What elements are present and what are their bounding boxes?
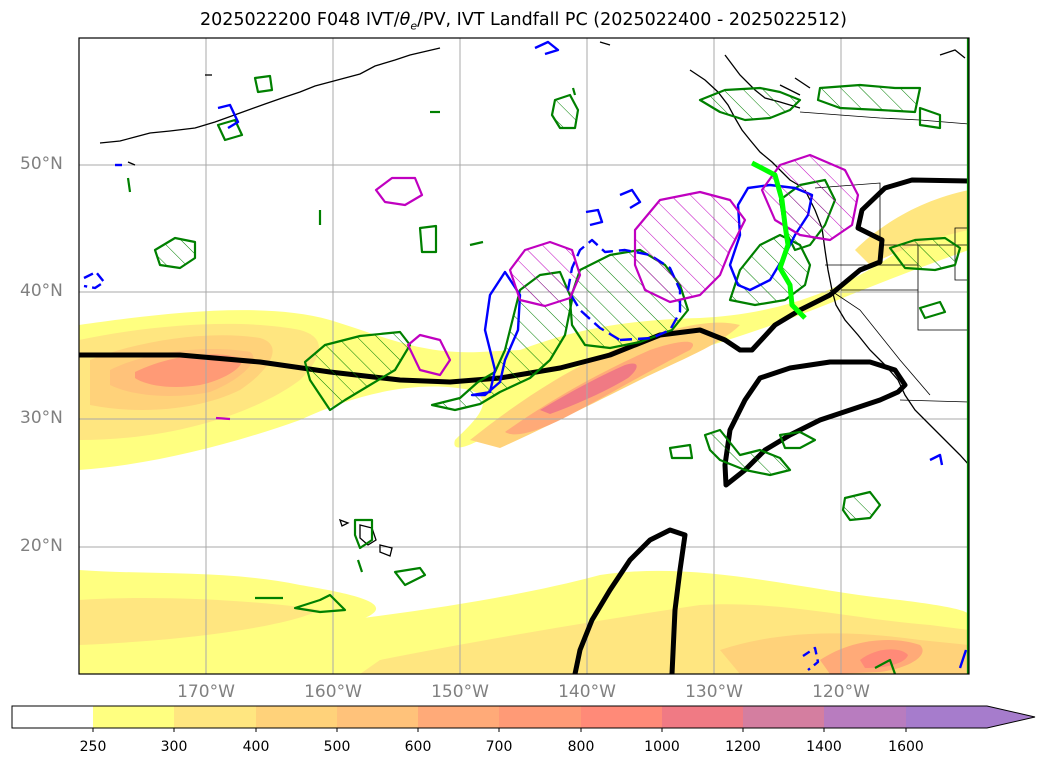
colorbar-tick-label: 250 (79, 739, 107, 755)
title-theta-sub: e (410, 19, 418, 33)
cb-swatch-4 (337, 706, 418, 728)
colorbar-tick-label: 300 (160, 739, 188, 755)
landfall-line (750, 160, 807, 320)
cb-swatch-8 (662, 706, 743, 728)
lon-label-160w: 160°W (304, 682, 362, 702)
colorbar-tick-label: 700 (485, 739, 513, 755)
cb-swatch-1 (93, 706, 174, 728)
title-main: 2025022200 F048 IVT/ (199, 10, 400, 30)
lat-label-50n: 50°N (20, 154, 63, 174)
title-theta: θ (399, 10, 411, 30)
cb-swatch-11 (906, 706, 1035, 728)
cb-swatch-6 (499, 706, 581, 728)
colorbar-tick-label: 1600 (888, 739, 924, 755)
cb-swatch-10 (824, 706, 906, 728)
cb-swatch-5 (418, 706, 499, 728)
lon-label-170w: 170°W (177, 682, 235, 702)
map-plot-area (79, 38, 969, 674)
colorbar-frame (11, 705, 1036, 729)
colorbar-tick-label: 1400 (806, 739, 842, 755)
colorbar-tick-label: 1200 (725, 739, 761, 755)
colorbar-tick-label: 400 (242, 739, 270, 755)
lon-label-150w: 150°W (431, 682, 489, 702)
colorbar-tick-label: 800 (567, 739, 595, 755)
lat-label-20n: 20°N (20, 536, 63, 556)
lat-label-40n: 40°N (20, 281, 63, 301)
colorbar-tick-label: 500 (323, 739, 351, 755)
lat-label-30n: 30°N (20, 408, 63, 428)
pv-contours (79, 177, 969, 674)
cb-swatch-7 (581, 706, 662, 728)
cb-swatch-0 (12, 706, 93, 728)
lon-label-140w: 140°W (558, 682, 616, 702)
lon-label-130w: 130°W (685, 682, 743, 702)
ivt-shading (79, 190, 969, 674)
colorbar-tick-label: 600 (404, 739, 432, 755)
cb-swatch-9 (743, 706, 824, 728)
lon-label-120w: 120°W (812, 682, 870, 702)
map-frame (78, 37, 970, 675)
title-rest: /PV, IVT Landfall PC (2025022400 - 20250… (417, 10, 848, 30)
colorbar (11, 705, 1036, 732)
cb-swatch-2 (174, 706, 256, 728)
cb-swatch-3 (256, 706, 337, 728)
colorbar-tick-label: 1000 (644, 739, 680, 755)
map-title: 2025022200 F048 IVT/θe/PV, IVT Landfall … (0, 10, 1047, 33)
